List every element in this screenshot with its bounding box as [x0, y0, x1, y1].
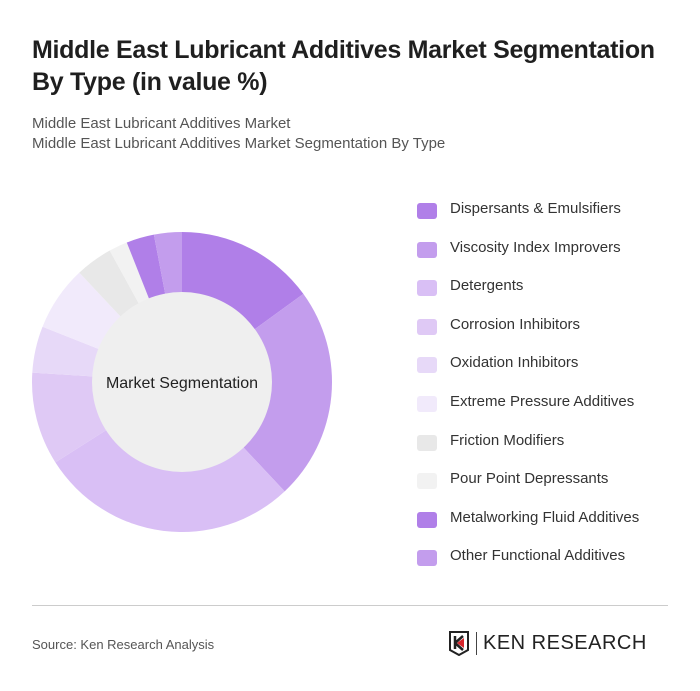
legend-item: Oxidation Inhibitors	[417, 354, 639, 393]
legend-label: Other Functional Additives	[450, 547, 626, 565]
legend-item: Metalworking Fluid Additives	[417, 509, 639, 548]
legend-swatch	[417, 280, 437, 297]
legend-swatch	[417, 473, 437, 490]
donut-hole	[92, 292, 272, 472]
legend-label: Corrosion Inhibitors	[450, 315, 581, 333]
legend-item: Friction Modifiers	[417, 432, 639, 471]
legend-swatch	[417, 318, 437, 335]
legend-swatch	[417, 241, 437, 258]
legend-label: Extreme Pressure Additives	[450, 392, 635, 410]
legend-item: Dispersants & Emulsifiers	[417, 200, 639, 239]
legend-label: Friction Modifiers	[450, 431, 565, 449]
page-title: Middle East Lubricant Additives Market S…	[32, 36, 655, 96]
logo-icon	[449, 631, 469, 656]
legend-item: Detergents	[417, 277, 639, 316]
legend: Dispersants & Emulsifiers Viscosity Index…	[417, 200, 639, 586]
ken-research-logo: KEN RESEARCH	[448, 630, 647, 656]
logo-text: KEN RESEARCH	[476, 631, 647, 655]
donut-chart: Market Segmentation	[31, 232, 332, 533]
legend-item: Other Functional Additives	[417, 547, 639, 586]
divider	[32, 605, 668, 606]
legend-swatch	[417, 203, 437, 219]
legend-label: Viscosity Index Improvers	[450, 238, 621, 256]
legend-label: Pour Point Depressants	[450, 470, 609, 488]
legend-label: Dispersants & Emulsifiers	[450, 200, 621, 217]
legend-label: Detergents	[450, 277, 524, 295]
legend-swatch	[417, 395, 437, 412]
legend-item: Extreme Pressure Additives	[417, 393, 639, 432]
legend-swatch	[417, 434, 437, 451]
legend-item: Pour Point Depressants	[417, 470, 639, 509]
legend-item: Corrosion Inhibitors	[417, 316, 639, 355]
center-label: Market Segmentation	[106, 375, 258, 392]
subtitle: Middle East Lubricant Additives Market	[32, 115, 291, 132]
legend-swatch	[417, 511, 437, 528]
legend-label: Oxidation Inhibitors	[450, 354, 579, 372]
legend-swatch	[417, 357, 437, 374]
legend-swatch	[417, 550, 437, 567]
legend-label: Metalworking Fluid Additives	[450, 508, 640, 526]
subtitle-2: Middle East Lubricant Additives Market S…	[32, 135, 446, 152]
legend-item: Viscosity Index Improvers	[417, 239, 639, 278]
source-note: Source: Ken Research Analysis	[32, 637, 215, 652]
